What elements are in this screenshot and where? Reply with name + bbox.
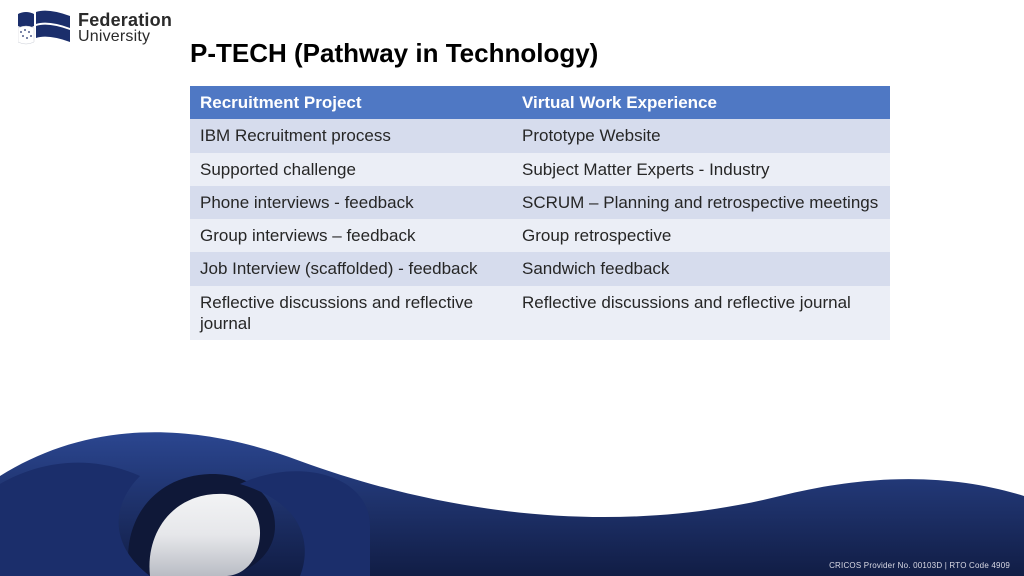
ptech-table: Recruitment Project Virtual Work Experie…	[190, 86, 890, 340]
table-header-cell: Recruitment Project	[190, 86, 512, 119]
table-cell: Phone interviews - feedback	[190, 186, 512, 219]
table-cell: Job Interview (scaffolded) - feedback	[190, 252, 512, 285]
table-cell: SCRUM – Planning and retrospective meeti…	[512, 186, 890, 219]
brand-name-1: Federation	[78, 11, 172, 29]
table-cell: IBM Recruitment process	[190, 119, 512, 152]
table-header-row: Recruitment Project Virtual Work Experie…	[190, 86, 890, 119]
table-row: Reflective discussions and reflective jo…	[190, 286, 890, 341]
brand-text: Federation University	[78, 11, 172, 45]
table-row: Phone interviews - feedbackSCRUM – Plann…	[190, 186, 890, 219]
table-cell: Reflective discussions and reflective jo…	[512, 286, 890, 341]
flag-icon	[18, 10, 70, 46]
table-row: Group interviews – feedbackGroup retrosp…	[190, 219, 890, 252]
table-cell: Prototype Website	[512, 119, 890, 152]
table-cell: Group retrospective	[512, 219, 890, 252]
ribbon-graphic	[0, 366, 1024, 576]
table-row: Job Interview (scaffolded) - feedbackSan…	[190, 252, 890, 285]
slide-title: P-TECH (Pathway in Technology)	[190, 38, 598, 69]
footer-provider-text: CRICOS Provider No. 00103D | RTO Code 49…	[829, 561, 1010, 570]
table-cell: Group interviews – feedback	[190, 219, 512, 252]
table-cell: Subject Matter Experts - Industry	[512, 153, 890, 186]
table-cell: Supported challenge	[190, 153, 512, 186]
table-cell: Sandwich feedback	[512, 252, 890, 285]
table-row: IBM Recruitment processPrototype Website	[190, 119, 890, 152]
table-header-cell: Virtual Work Experience	[512, 86, 890, 119]
brand-logo: Federation University	[18, 10, 172, 46]
brand-name-2: University	[78, 29, 172, 45]
table-row: Supported challengeSubject Matter Expert…	[190, 153, 890, 186]
table-cell: Reflective discussions and reflective jo…	[190, 286, 512, 341]
